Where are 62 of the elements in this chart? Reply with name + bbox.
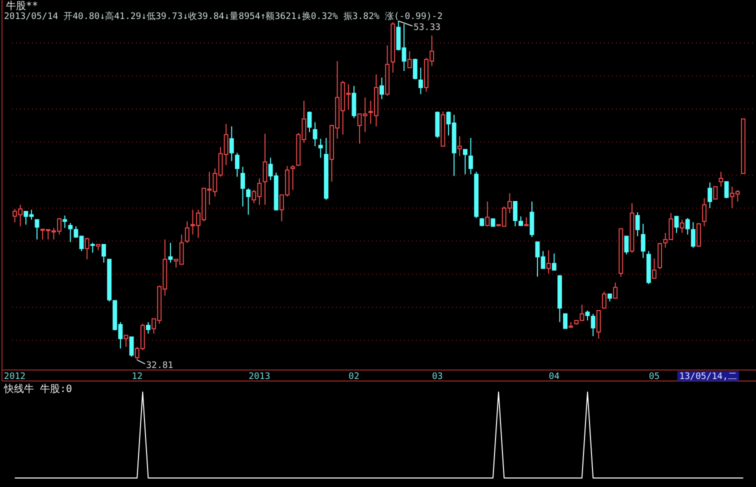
x-tick-label: 03: [432, 372, 443, 382]
candlestick: [229, 126, 234, 162]
candlestick: [90, 242, 95, 254]
candlestick: [518, 216, 524, 226]
x-tick-label: 2012: [4, 372, 26, 382]
text: 2013/05/14 开40.80↓高41.29↓低39.73↓收39.84↓量8954↑额3621↓换0.32% 振3.82% 涨(-0.99)-2: [4, 11, 443, 22]
candlestick: [563, 313, 568, 330]
x-tick-label: 2013: [248, 372, 270, 382]
candlestick: [240, 166, 245, 207]
candlestick: [146, 322, 150, 334]
candlestick: [312, 122, 318, 147]
candlestick: [318, 138, 323, 158]
candlestick: [418, 67, 423, 95]
candlestick: [696, 222, 701, 248]
candlestick: [624, 236, 629, 255]
candlestick: [468, 137, 473, 175]
candlestick: [129, 336, 134, 358]
candlestick: [246, 188, 251, 216]
x-tick-label: 04: [548, 372, 560, 382]
candlestick: [407, 50, 412, 68]
candlestick: [702, 198, 707, 227]
candlestick: [352, 85, 356, 119]
candlestick: [590, 313, 596, 337]
candlestick: [635, 212, 640, 237]
candlestick: [62, 215, 68, 228]
candlestick: [585, 310, 590, 321]
candlestick: [485, 201, 490, 227]
chart-title: 牛股**: [6, 0, 38, 12]
text: 13/05/14,二: [679, 372, 737, 382]
annotation: 53.33: [413, 22, 441, 33]
chart-title: 快线牛 牛股:0: [3, 383, 72, 395]
candlestick: [674, 216, 679, 234]
candlestick: [552, 253, 556, 271]
candlestick: [462, 148, 468, 175]
candlestick: [596, 310, 601, 340]
x-tick-label: 02: [348, 372, 360, 382]
candlestick: [713, 186, 718, 200]
candlestick: [652, 258, 656, 279]
annotation: 32.81: [146, 360, 174, 371]
x-tick-label: 12: [132, 372, 143, 382]
candlestick: [457, 136, 462, 157]
candlestick: [184, 220, 190, 244]
candlestick: [84, 237, 90, 260]
candlestick: [513, 201, 518, 227]
candlestick: [380, 77, 384, 100]
candlestick: [168, 242, 173, 264]
candlestick: [290, 164, 296, 190]
candlestick: [613, 282, 618, 299]
candlestick: [102, 244, 106, 264]
candlestick: [234, 152, 240, 178]
candlestick: [640, 223, 646, 259]
candlestick: [602, 291, 606, 309]
candlestick: [708, 182, 712, 209]
x-tick-label: 05: [648, 372, 660, 382]
candlestick: [34, 219, 40, 240]
candlestick: [530, 201, 534, 238]
candlestick: [546, 250, 551, 274]
candlestick: [412, 58, 418, 80]
candlestick: [724, 181, 729, 199]
candlestick: [435, 110, 440, 138]
candlestick: [680, 219, 684, 234]
candlestick: [262, 133, 268, 206]
